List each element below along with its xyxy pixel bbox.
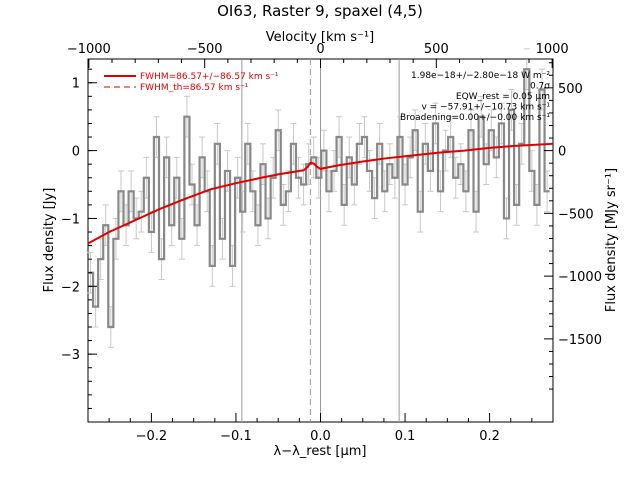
x-axis-title: λ−λ_rest [μm] <box>274 444 367 459</box>
legend-label: FWHM_th=86.57 km s⁻¹ <box>140 83 249 93</box>
right-tick-label: 500 <box>558 82 583 97</box>
y-tick-label: 0 <box>72 145 80 160</box>
top-axis-title: Velocity [km s⁻¹] <box>266 30 374 45</box>
annotation-text: 0.7σ <box>530 82 550 92</box>
y-tick-label: −1 <box>61 212 80 227</box>
spectrum-steps <box>88 68 550 329</box>
chart-title: OI63, Raster 9, spaxel (4,5) <box>217 2 423 20</box>
annotation-text: EQW_rest = 0.05 μm <box>456 92 550 102</box>
y-tick-label: −3 <box>61 348 80 363</box>
x-tick-label: 0.1 <box>395 429 416 444</box>
top-tick-label: −500 <box>187 42 223 57</box>
y-tick-label: −2 <box>61 280 80 295</box>
x-tick-label: 0.0 <box>310 429 331 444</box>
right-tick-label: −1500 <box>558 333 602 348</box>
y-axis-title-right: Flux density [MJy sr⁻¹] <box>604 168 619 312</box>
top-tick-label: −1000 <box>67 42 111 57</box>
x-tick-label: −0.1 <box>220 429 252 444</box>
annotation-text: 1.98e−18+/−2.80e−18 W m⁻² <box>411 71 550 81</box>
annotation-text: Broadening=0.00+/−0.00 km s⁻¹ <box>400 113 550 123</box>
plot-area: −0.2 −0.1 0.0 0.1 0.2 −3 −2 −1 0 1 −1000 −500 0 500 10… <box>61 42 602 444</box>
y-tick-label: 1 <box>72 77 80 92</box>
right-tick-label: 0 <box>558 145 566 160</box>
top-tick-label: 1000 <box>536 42 569 57</box>
right-tick-label: −1000 <box>558 270 602 285</box>
x-tick-label: 0.2 <box>479 429 500 444</box>
annotation-text: v = −57.91+/−10.73 km s⁻¹ <box>421 103 550 113</box>
x-tick-label: −0.2 <box>136 429 168 444</box>
fit-curve <box>87 142 554 245</box>
y-axis-title-left: Flux density [Jy] <box>42 188 57 293</box>
top-tick-label: 0 <box>316 42 324 57</box>
legend-label: FWHM=86.57+/−86.57 km s⁻¹ <box>140 72 279 82</box>
top-tick-label: 500 <box>424 42 449 57</box>
right-tick-label: −500 <box>558 207 594 222</box>
